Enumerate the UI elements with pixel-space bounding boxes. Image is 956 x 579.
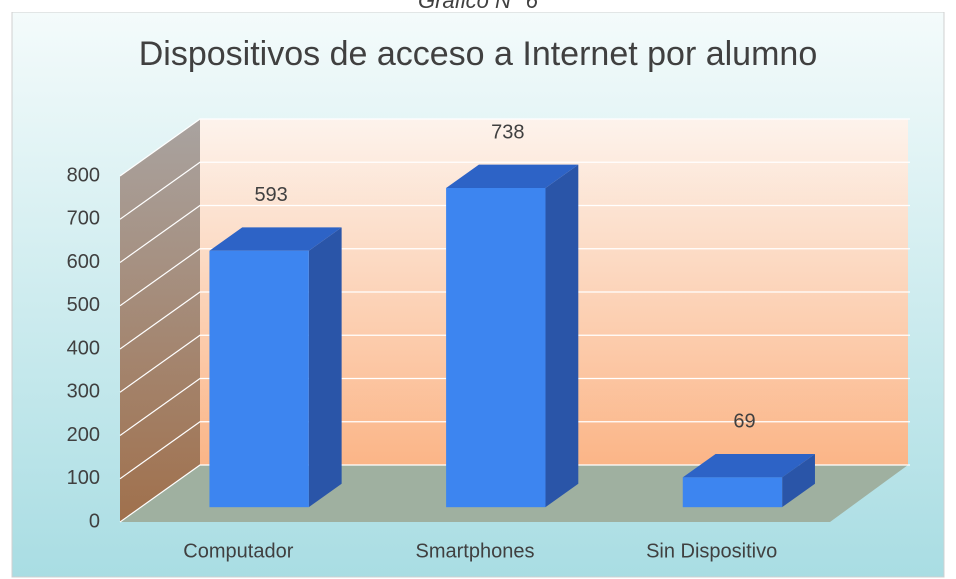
grid-line [119,464,910,523]
bar [682,477,783,508]
chart-title: Dispositivos de acceso a Internet por al… [139,35,817,73]
y-tick-label: 700 [67,208,100,230]
y-tick-label: 500 [67,294,100,316]
caption: Gráfico N° 6 [418,0,539,13]
bar-top [682,453,815,478]
bar-top [209,227,342,251]
grid-line [119,421,910,480]
bar [446,187,546,508]
y-tick-label: 400 [67,337,100,359]
data-label: 593 [254,184,287,206]
bar-side [308,227,342,508]
caption-bg [0,0,956,12]
grid [119,118,910,523]
bar-side [545,164,579,508]
grid-line [119,204,910,263]
x-tick-label: Computador [183,540,293,562]
y-tick-label: 300 [67,381,100,403]
bar [209,250,309,508]
y-tick-label: 600 [67,251,100,273]
grid-line [119,248,910,307]
y-tick-label: 200 [67,424,100,446]
grid-line [119,377,910,436]
grid-line [119,334,910,393]
y-tick-label: 0 [89,510,100,532]
y-tick-label: 800 [67,164,100,186]
x-tick-label: Smartphones [416,540,535,562]
y-tick-label: 100 [67,467,100,489]
grid-line [119,161,910,220]
bars [209,164,815,508]
bar-top [446,164,579,188]
bar-side [782,453,815,508]
grid-line [119,291,910,350]
data-label: 69 [733,411,755,433]
grid-line [119,118,910,177]
x-tick-label: Sin Dispositivo [646,540,777,562]
data-label: 738 [491,121,524,143]
